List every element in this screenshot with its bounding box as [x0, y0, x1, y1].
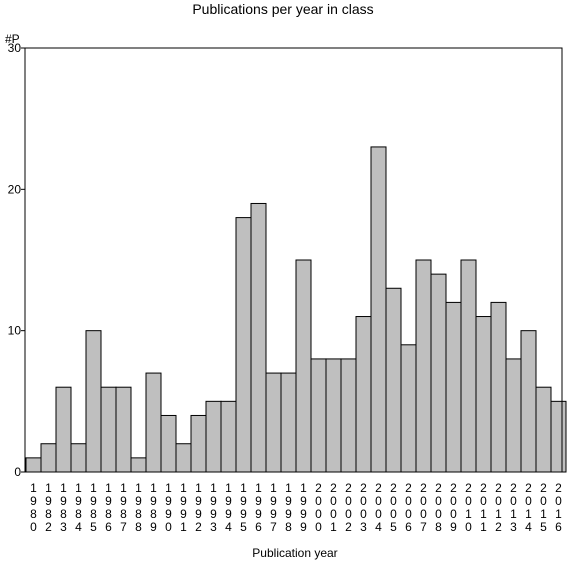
bar-1996	[250, 202, 267, 473]
bar-1997	[265, 372, 282, 473]
bar-1990	[160, 414, 177, 473]
bar-2006	[400, 344, 417, 473]
bar-2010	[460, 259, 477, 473]
bar-2007	[415, 259, 432, 473]
bar-1995	[235, 217, 252, 473]
bar-1984	[70, 443, 87, 473]
bar-2011	[475, 316, 492, 473]
bar-1993	[205, 400, 222, 473]
bar-1989	[145, 372, 162, 473]
bar-1999	[295, 259, 312, 473]
bar-1988	[130, 457, 147, 473]
bar-1985	[85, 330, 102, 473]
chart-title: Publications per year in class	[192, 1, 373, 17]
bar-2002	[340, 358, 357, 473]
bar-2003	[355, 316, 372, 473]
bar-2005	[385, 287, 402, 473]
bar-2013	[505, 358, 522, 473]
x-axis-ticks: 1 9 8 0 1 9 8 2 1 9 8 3 1 9 8 4 1 9 8 5 1 9 8 6 1 9 8 7 1 9 8 8 1 9 8 9 1 9 9 0…	[30, 481, 562, 534]
bar-2014	[520, 330, 537, 473]
bar-1998	[280, 372, 297, 473]
bar-2016	[550, 400, 567, 473]
bar-1986	[100, 386, 117, 473]
bar-1982	[40, 443, 57, 473]
bar-1987	[115, 386, 132, 473]
bar-1980	[25, 457, 42, 473]
bar-2008	[430, 273, 447, 473]
x-axis-label: Publication year	[252, 546, 337, 560]
bar-2004	[370, 146, 387, 473]
bar-1983	[55, 386, 72, 473]
y-tick-label-30: 30	[8, 41, 22, 55]
bars-group	[25, 146, 567, 473]
y-tick-label-20: 20	[8, 182, 22, 196]
bar-2001	[325, 358, 342, 473]
bar-2012	[490, 301, 507, 473]
y-axis-label: #P	[5, 32, 20, 46]
bar-1994	[220, 400, 237, 473]
bar-1991	[175, 443, 192, 473]
plot-frame	[24, 47, 563, 473]
bar-2009	[445, 301, 462, 473]
bar-2000	[310, 358, 327, 473]
bar-2015	[535, 386, 552, 473]
y-tick-label-0: 0	[14, 465, 21, 479]
y-tick-label-10: 10	[8, 324, 22, 338]
bar-1992	[190, 414, 207, 473]
y-axis-ticks: 0 10 20 30	[8, 41, 25, 479]
